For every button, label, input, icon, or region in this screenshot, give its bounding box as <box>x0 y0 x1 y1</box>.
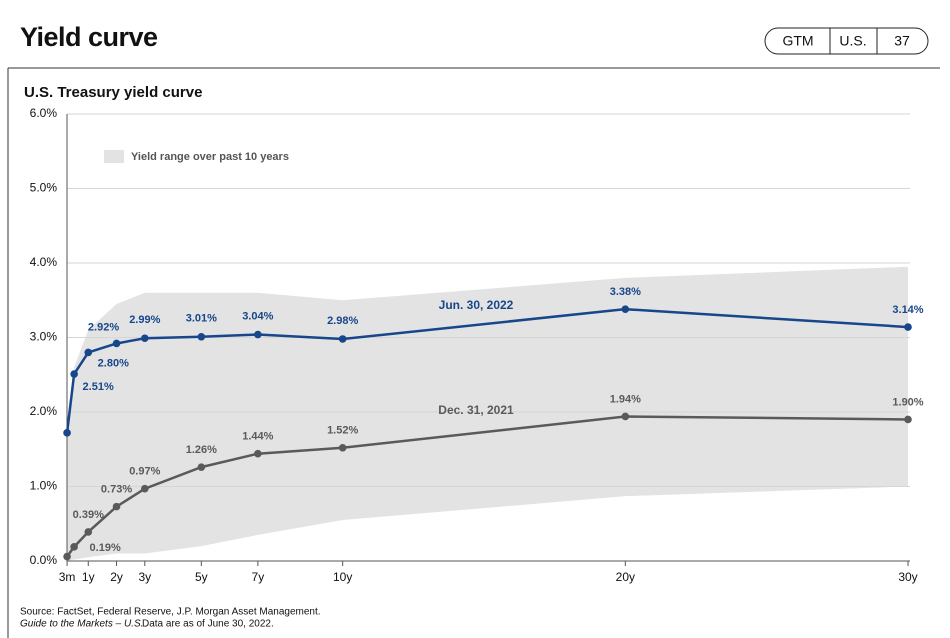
data-label: 2.92% <box>88 321 119 333</box>
range-band <box>67 266 909 561</box>
data-point <box>338 335 347 343</box>
plot: Yield range over past 10 years 0.0% 1.0% 2.… <box>30 106 924 584</box>
y-tick-label: 0.0% <box>30 553 58 567</box>
data-label: 3.14% <box>892 304 923 316</box>
data-point <box>141 334 149 343</box>
x-tick-label: 7y <box>252 570 265 584</box>
series-name: Jun. 30, 2022 <box>439 298 514 312</box>
tag: 37 <box>894 33 910 49</box>
page-title: Yield curve <box>20 22 158 52</box>
y-tick-label: 6.0% <box>30 106 58 120</box>
legend-label: Yield range over past 10 years <box>131 151 289 163</box>
x-tick-label: 1y <box>82 570 95 584</box>
data-label: 0.39% <box>73 509 104 521</box>
x-tick-label: 5y <box>195 570 208 584</box>
data-point <box>621 412 630 421</box>
x-tick-label: 2y <box>110 570 123 584</box>
tag-pill <box>764 27 929 55</box>
data-point <box>621 305 630 313</box>
series-line <box>65 307 909 434</box>
data-label: 0.97% <box>129 466 160 478</box>
data-point <box>63 429 71 437</box>
legend-swatch <box>104 150 124 163</box>
data-point <box>904 323 912 331</box>
x-tick-label: 3m <box>59 570 76 584</box>
data-label: 2.98% <box>327 315 358 327</box>
data-label: 1.44% <box>242 431 273 443</box>
y-tick-label: 4.0% <box>30 255 58 269</box>
x-tick-label: 20y <box>616 570 635 584</box>
data-point <box>904 415 912 424</box>
data-point <box>70 543 78 551</box>
y-tick-label: 2.0% <box>30 404 58 418</box>
data-label: 3.01% <box>186 313 217 325</box>
x-tick-label: 10y <box>333 570 352 584</box>
series-name: Dec. 31, 2021 <box>438 403 514 417</box>
data-point <box>63 552 71 561</box>
data-point <box>112 339 121 348</box>
data-label: 3.38% <box>610 286 641 298</box>
x-tick-label: 30y <box>898 570 917 584</box>
data-point <box>197 463 206 471</box>
data-label: 1.26% <box>186 444 217 456</box>
tag: U.S. <box>839 33 866 49</box>
data-point <box>141 484 149 493</box>
data-label: 1.52% <box>327 425 358 437</box>
data-label: 3.04% <box>242 310 273 322</box>
y-tick-label: 5.0% <box>30 181 58 195</box>
chart-title: U.S. Treasury yield curve <box>24 84 202 101</box>
footnote: Source: FactSet, Federal Reserve, J.P. M… <box>20 607 321 618</box>
data-point <box>254 449 262 458</box>
footnote: Guide to the Markets – U.S. <box>20 619 143 630</box>
x-tick-label: 3y <box>138 570 151 584</box>
series-line <box>66 415 909 558</box>
data-point <box>254 330 262 339</box>
data-label: 0.19% <box>90 542 121 554</box>
data-point <box>70 370 78 378</box>
footnote: Data are as of June 30, 2022. <box>142 619 274 630</box>
y-tick-label: 3.0% <box>30 330 58 344</box>
data-point <box>338 443 347 452</box>
data-point <box>84 528 93 536</box>
data-label: 1.94% <box>610 393 641 405</box>
data-label: 2.80% <box>98 357 129 369</box>
data-label: 0.73% <box>101 484 132 496</box>
y-tick-label: 1.0% <box>30 479 58 493</box>
data-label: 2.99% <box>129 314 160 326</box>
tag: GTM <box>782 33 813 49</box>
data-label: 1.90% <box>892 396 923 408</box>
data-point <box>197 332 206 341</box>
data-point <box>84 348 93 357</box>
data-point <box>112 502 121 511</box>
data-label: 2.51% <box>83 381 114 393</box>
